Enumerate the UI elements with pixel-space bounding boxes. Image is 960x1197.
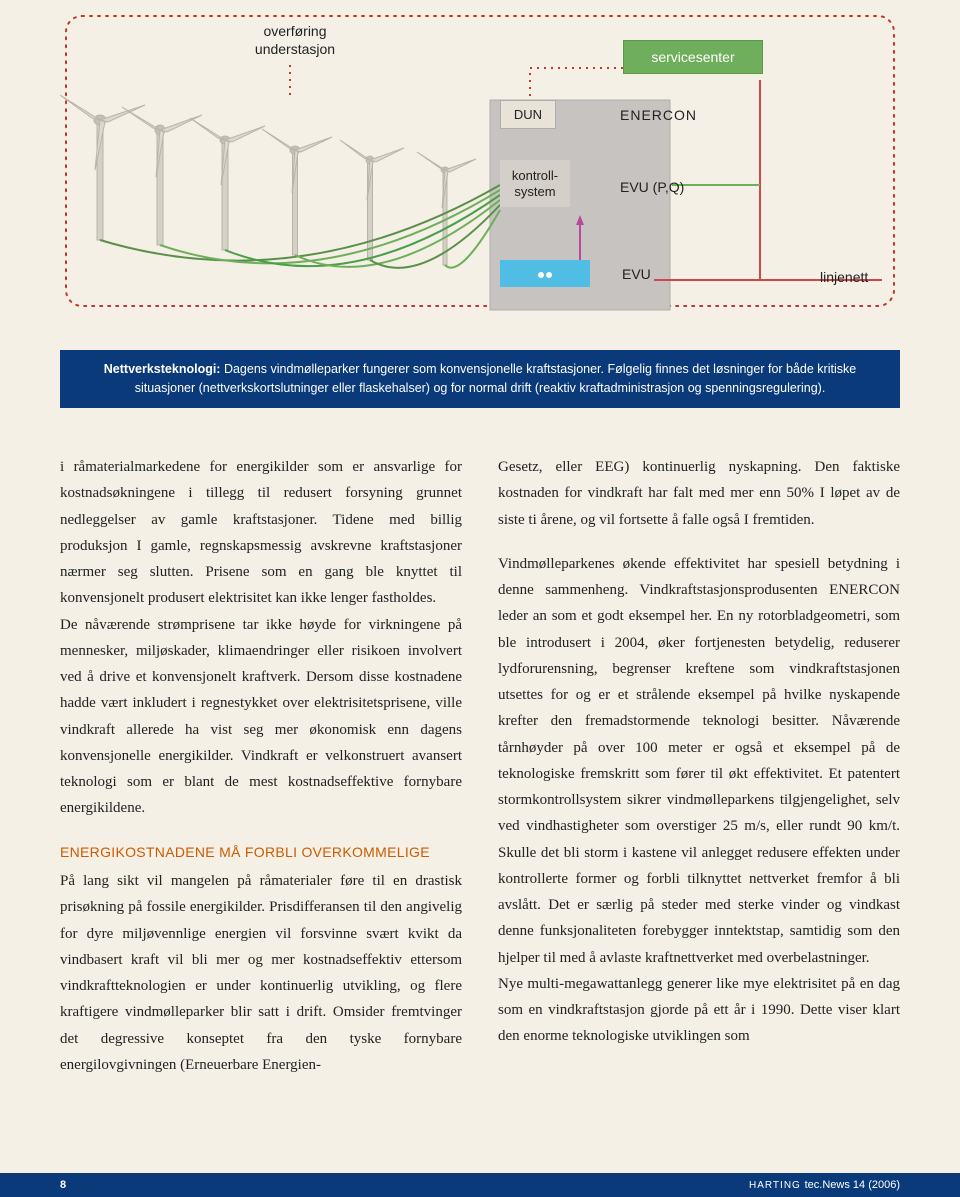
page-number: 8 [60, 1179, 66, 1191]
diagram-caption: Nettverksteknologi: Dagens vindmøllepark… [60, 350, 900, 408]
body-columns: i råmaterialmarkedene for energikilder s… [60, 454, 900, 1078]
diagram-svg [60, 10, 900, 380]
col2-p1: Gesetz, eller EEG) kontinuerlig nyskapni… [498, 454, 900, 533]
label-linjenett: linjenett [820, 268, 868, 286]
col2-p3: Nye multi-megawattanlegg generer like my… [498, 971, 900, 1050]
col2-p2: Vindmølleparkenes økende effektivitet ha… [498, 551, 900, 971]
page-footer: 8 HARTING tec.News 14 (2006) [0, 1173, 960, 1197]
column-left: i råmaterialmarkedene for energikilder s… [60, 454, 462, 1078]
caption-text: Dagens vindmølleparker fungerer som konv… [135, 362, 857, 395]
box-kontroll: kontroll- system [500, 160, 570, 207]
diagram-area: overføring understasjon servicesenter DU… [60, 0, 900, 420]
box-dun: DUN [500, 100, 556, 129]
section-heading: ENERGIKOSTNADENE MÅ FORBLI OVERKOMMELIGE [60, 840, 462, 865]
box-servicesenter: servicesenter [623, 40, 763, 74]
col1-p3: På lang sikt vil mangelen på råmateriale… [60, 868, 462, 1078]
label-evu-pq: EVU (P,Q) [620, 178, 684, 196]
label-evu: EVU [622, 265, 651, 283]
caption-bold: Nettverksteknologi: [104, 362, 221, 376]
overforing-line2: understasjon [255, 41, 335, 57]
label-enercon: ENERCON [620, 106, 697, 124]
col1-p2: De nåværende strømprisene tar ikke høyde… [60, 612, 462, 822]
box-evu-dots [500, 260, 590, 287]
col1-p1: i råmaterialmarkedene for energikilder s… [60, 454, 462, 612]
footer-brand: HARTING tec.News 14 (2006) [749, 1179, 900, 1191]
label-overforing: overføring understasjon [235, 22, 355, 58]
overforing-line1: overføring [263, 23, 326, 39]
column-right: Gesetz, eller EEG) kontinuerlig nyskapni… [498, 454, 900, 1078]
